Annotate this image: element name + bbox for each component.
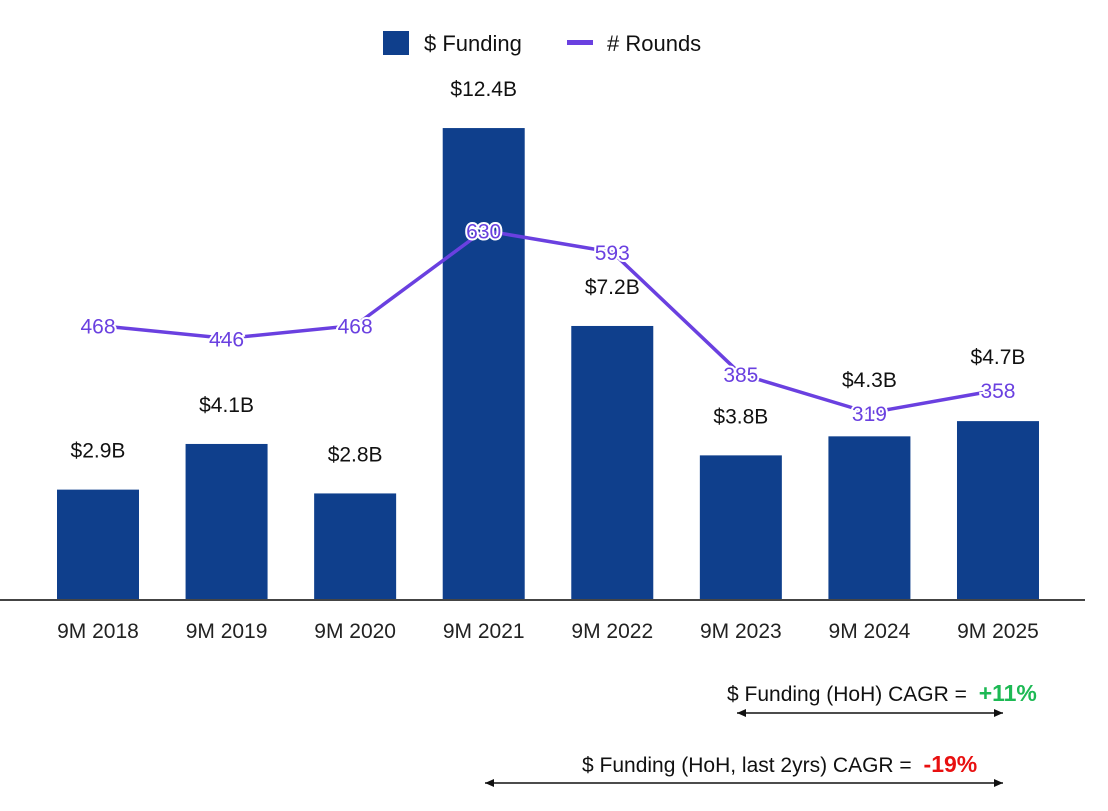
bar-9M-2019: [185, 443, 268, 600]
cagr-annotation-2: $ Funding (HoH, last 2yrs) CAGR = -19%: [582, 751, 977, 778]
cagr-arrow-1-head-right: [994, 709, 1003, 717]
x-tick-label: 9M 2021: [443, 620, 525, 643]
cagr-arrow-2-head-right: [994, 779, 1003, 787]
rounds-label: 630: [466, 220, 501, 243]
bar-label: $2.8B: [328, 443, 383, 466]
x-tick-label: 9M 2023: [700, 620, 782, 643]
cagr-annotation-1: $ Funding (HoH) CAGR = +11%: [727, 680, 1037, 707]
rounds-label: 319: [852, 403, 887, 426]
bar-label: $7.2B: [585, 276, 640, 299]
bar-9M-2020: [314, 493, 397, 600]
x-tick-label: 9M 2020: [314, 620, 396, 643]
legend-label-funding: $ Funding: [424, 31, 522, 56]
legend-swatch-rounds: [567, 40, 593, 45]
x-tick-label: 9M 2019: [186, 620, 268, 643]
rounds-label: 385: [723, 364, 758, 387]
bar-9M-2022: [571, 325, 654, 600]
x-tick-label: 9M 2018: [57, 620, 139, 643]
bar-label: $4.7B: [971, 346, 1026, 369]
bar-label: $3.8B: [713, 405, 768, 428]
bar-9M-2025: [956, 421, 1039, 600]
x-tick-label: 9M 2025: [957, 620, 1039, 643]
bar-9M-2023: [699, 455, 782, 600]
bar-label: $4.3B: [842, 369, 897, 392]
x-tick-label: 9M 2024: [829, 620, 911, 643]
rounds-label: 468: [338, 315, 373, 338]
bar-9M-2021: [442, 128, 525, 600]
bar-label: $4.1B: [199, 394, 254, 417]
bar-9M-2018: [57, 489, 139, 600]
cagr-label-2: $ Funding (HoH, last 2yrs) CAGR =: [582, 754, 912, 777]
rounds-label: 468: [80, 315, 115, 338]
legend-swatch-funding: [383, 31, 409, 55]
rounds-label: 593: [595, 242, 630, 265]
cagr-label-1: $ Funding (HoH) CAGR =: [727, 683, 967, 706]
rounds-label: 358: [980, 380, 1015, 403]
cagr-value-2: -19%: [923, 751, 978, 777]
bar-label: $2.9B: [71, 440, 126, 463]
x-tick-label: 9M 2022: [571, 620, 653, 643]
bar-label: $12.4B: [450, 78, 517, 101]
legend-label-rounds: # Rounds: [607, 31, 701, 56]
rounds-line: [97, 228, 999, 415]
cagr-arrow-1-head-left: [737, 709, 746, 717]
rounds-label: 446: [209, 328, 244, 351]
cagr-arrow-2-head-left: [485, 779, 494, 787]
bar-9M-2024: [828, 436, 911, 600]
cagr-value-1: +11%: [978, 680, 1037, 706]
